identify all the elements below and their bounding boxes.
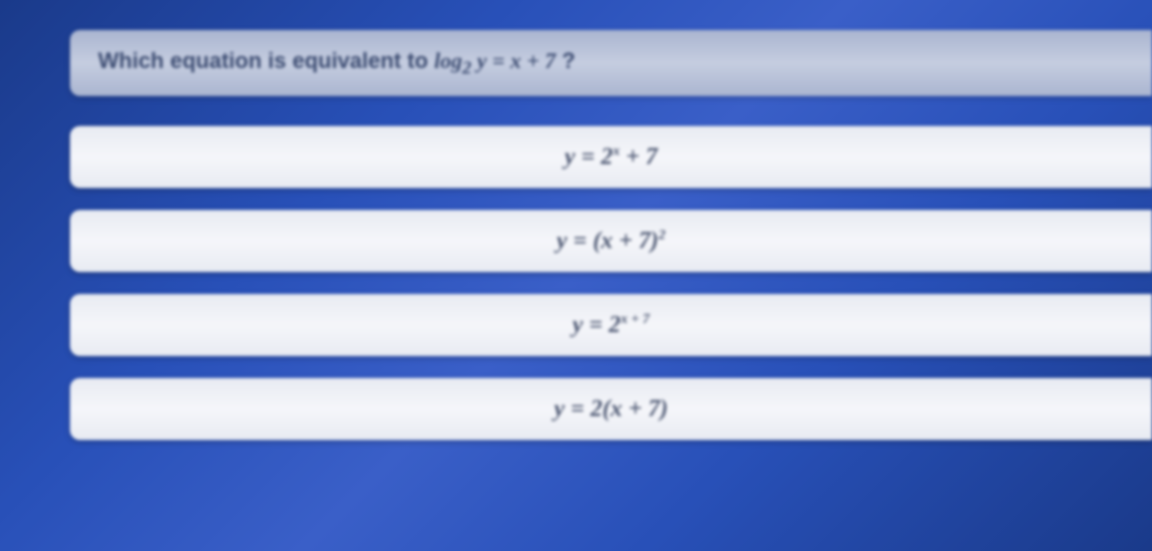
answer-option-b[interactable]: y = (x + 7)2	[70, 210, 1152, 272]
question-suffix: ?	[562, 48, 575, 73]
answer-option-a[interactable]: y = 2x + 7	[70, 126, 1152, 188]
answer-equation: y = 2(x + 7)	[554, 396, 668, 423]
question-bar: Which equation is equivalent to log2 y =…	[70, 30, 1152, 96]
answer-option-d[interactable]: y = 2(x + 7)	[70, 378, 1152, 440]
answer-option-c[interactable]: y = 2x + 7	[70, 294, 1152, 356]
answer-equation: y = (x + 7)2	[557, 228, 666, 255]
question-prefix: Which equation is equivalent to	[98, 48, 434, 73]
question-math: log2 y = x + 7	[434, 48, 556, 73]
answer-equation: y = 2x + 7	[564, 144, 657, 171]
answer-equation: y = 2x + 7	[572, 312, 649, 339]
